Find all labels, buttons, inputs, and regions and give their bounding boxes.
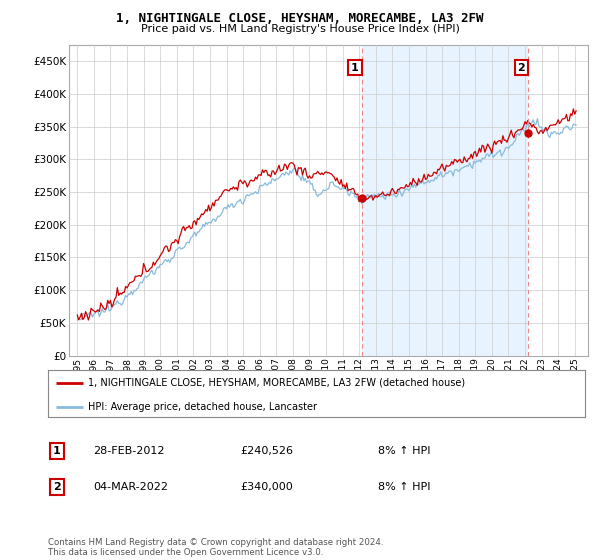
Text: £240,526: £240,526 (240, 446, 293, 456)
Text: Contains HM Land Registry data © Crown copyright and database right 2024.
This d: Contains HM Land Registry data © Crown c… (48, 538, 383, 557)
Text: 1: 1 (351, 63, 359, 73)
Text: HPI: Average price, detached house, Lancaster: HPI: Average price, detached house, Lanc… (88, 402, 317, 412)
Text: 8% ↑ HPI: 8% ↑ HPI (378, 482, 431, 492)
Text: 1: 1 (53, 446, 61, 456)
Text: 28-FEB-2012: 28-FEB-2012 (93, 446, 164, 456)
Bar (362, 45, 528, 356)
Text: 2: 2 (517, 63, 525, 73)
Text: 1, NIGHTINGALE CLOSE, HEYSHAM, MORECAMBE, LA3 2FW (detached house): 1, NIGHTINGALE CLOSE, HEYSHAM, MORECAMBE… (88, 378, 466, 388)
Text: Price paid vs. HM Land Registry's House Price Index (HPI): Price paid vs. HM Land Registry's House … (140, 24, 460, 34)
Text: 2: 2 (53, 482, 61, 492)
Text: 04-MAR-2022: 04-MAR-2022 (93, 482, 168, 492)
Text: 8% ↑ HPI: 8% ↑ HPI (378, 446, 431, 456)
Text: 1, NIGHTINGALE CLOSE, HEYSHAM, MORECAMBE, LA3 2FW: 1, NIGHTINGALE CLOSE, HEYSHAM, MORECAMBE… (116, 12, 484, 25)
Text: £340,000: £340,000 (240, 482, 293, 492)
